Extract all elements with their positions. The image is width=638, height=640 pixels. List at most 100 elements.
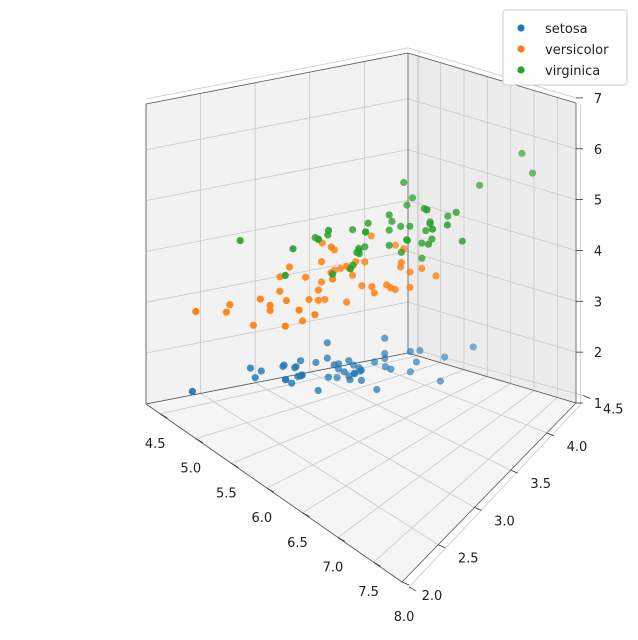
point-setosa [381,354,389,363]
point-setosa [406,347,414,356]
point-virginica [281,271,289,279]
y-tick-label: 4.5 [603,403,624,418]
point-virginica [518,149,526,157]
point-setosa [330,361,338,369]
legend-marker-virginica [517,66,525,74]
point-versicolor [192,307,200,316]
legend-box [502,9,628,86]
y-tick-label: 2.0 [422,589,443,604]
point-versicolor [302,273,310,281]
point-virginica [422,227,430,235]
legend-label-versicolor: versicolor [545,43,609,58]
point-virginica [385,226,393,234]
y-tick [401,581,410,586]
point-setosa [312,358,320,367]
point-versicolor [432,272,440,280]
z-tick-label: 5 [594,194,602,209]
point-virginica [397,248,405,256]
point-versicolor [391,241,400,249]
point-versicolor [226,301,234,309]
point-virginica [420,204,428,213]
point-virginica [236,237,244,245]
point-versicolor [406,283,414,291]
point-versicolor [317,278,326,286]
point-setosa [387,365,395,373]
point-versicolor [361,258,369,266]
point-virginica [364,219,372,227]
point-virginica [346,265,354,273]
point-virginica [314,235,322,243]
z-grid-back [407,250,577,302]
point-setosa [280,361,288,369]
z-tick-label: 7 [594,92,602,107]
z-grid-back [407,149,577,200]
y-grid-floor [364,361,548,434]
legend-label-setosa: setosa [545,22,588,37]
point-versicolor [249,321,257,329]
point-setosa [314,386,322,395]
point-setosa [373,385,381,394]
y-tick-label: 3.0 [494,514,515,529]
y-tick [546,432,555,437]
z-grid-back [407,200,577,251]
point-setosa [288,379,296,387]
point-virginica [403,236,412,245]
point-versicolor [321,296,329,304]
point-versicolor [266,301,274,309]
y-tick [438,544,446,549]
point-setosa [381,334,389,342]
point-setosa [324,373,332,381]
point-setosa [441,353,449,361]
y-grid-floor [254,382,475,508]
point-versicolor [329,275,337,283]
point-virginica [324,226,333,234]
point-virginica [452,208,460,216]
y-tick-label: 4.0 [567,440,588,455]
point-virginica [362,228,370,236]
point-virginica [403,201,411,209]
legend-marker-versicolor [517,45,525,53]
z-tick-label: 4 [594,244,602,259]
point-virginica [355,246,363,254]
x-tick [231,462,239,468]
point-virginica [406,222,414,230]
z-grid-left [145,149,409,202]
point-virginica [289,245,297,253]
point-virginica [443,221,451,229]
y-tick-label: 2.5 [458,552,479,567]
point-versicolor [418,264,426,273]
point-virginica [428,225,437,233]
y-tick [474,507,482,511]
point-versicolor [298,317,307,325]
x-tick [408,586,417,592]
point-setosa [323,354,331,362]
point-versicolor [256,295,264,303]
point-setosa [406,368,414,376]
point-setosa [257,367,265,375]
z-grid-back [407,47,577,99]
point-versicolor [276,287,284,295]
point-setosa [292,363,300,371]
point-versicolor [368,283,376,291]
point-setosa [357,376,365,384]
point-versicolor [311,311,319,319]
axis-panes [146,53,576,582]
point-virginica [444,212,452,220]
pane-edge [407,52,577,104]
point-setosa [357,366,365,374]
point-setosa [346,376,354,384]
pane-left [146,53,408,404]
point-virginica [361,243,369,251]
x-tick-label: 5.5 [216,486,237,501]
y-grid-floor [309,371,511,471]
x-tick [373,561,381,567]
point-versicolor [343,298,351,306]
legend-label-virginica: virginica [545,64,600,79]
point-versicolor [370,289,378,297]
point-setosa [294,372,302,381]
point-virginica [428,235,436,243]
point-versicolor [305,295,313,304]
point-virginica [418,254,426,262]
